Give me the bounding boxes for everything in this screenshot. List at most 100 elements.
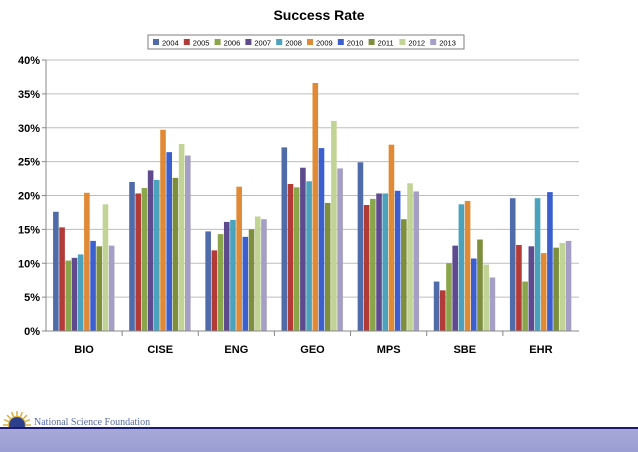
y-tick-label: 30% (18, 123, 40, 135)
bar-ehr-2011 (553, 247, 559, 331)
bar-eng-2007 (223, 221, 230, 331)
bar-geo-2008 (306, 181, 312, 331)
legend-swatch (368, 39, 375, 45)
bar-eng-2010 (242, 236, 249, 331)
organization-name: National Science Foundation (34, 417, 151, 428)
legend-label: 2009 (316, 39, 333, 48)
bar-sbe-2013 (489, 277, 496, 331)
bar-sbe-2009 (464, 200, 471, 331)
y-tick-label: 40% (18, 55, 40, 67)
bar-bio-2005 (59, 227, 65, 331)
bar-cise-2006 (141, 188, 148, 331)
legend-label: 2006 (224, 39, 241, 48)
legend-label: 2008 (285, 39, 302, 48)
bar-cise-2004 (129, 181, 135, 331)
legend-label: 2004 (162, 39, 179, 48)
bar-bio-2012 (102, 204, 109, 331)
bar-mps-2006 (370, 198, 376, 331)
bar-bio-2009 (84, 192, 90, 331)
bar-cise-2007 (147, 170, 154, 331)
y-tick-label: 5% (24, 292, 40, 304)
legend-swatch (430, 39, 437, 45)
bar-cise-2009 (160, 129, 166, 331)
legend-label: 2007 (254, 39, 271, 48)
bar-bio-2011 (96, 246, 103, 331)
x-category-label: CISE (147, 344, 173, 356)
bar-ehr-2013 (565, 240, 572, 331)
bar-bio-2010 (90, 240, 96, 331)
bar-cise-2013 (185, 155, 191, 331)
bar-sbe-2012 (483, 264, 489, 331)
bar-eng-2005 (211, 250, 218, 331)
y-tick-label: 20% (18, 191, 40, 203)
bar-mps-2013 (413, 191, 420, 331)
bar-sbe-2004 (433, 281, 440, 331)
legend-swatch (245, 39, 252, 45)
bar-sbe-2007 (452, 245, 458, 331)
bar-geo-2005 (287, 183, 294, 331)
legend-label: 2013 (439, 39, 456, 48)
bar-ehr-2008 (534, 198, 541, 331)
x-category-label: SBE (453, 344, 476, 356)
legend-label: 2005 (193, 39, 210, 48)
bar-mps-2008 (382, 193, 389, 331)
bar-geo-2011 (324, 202, 331, 331)
bar-sbe-2010 (470, 258, 477, 331)
bar-series (53, 83, 572, 331)
bar-geo-2004 (281, 147, 288, 331)
bar-cise-2010 (166, 152, 173, 331)
bar-ehr-2006 (522, 281, 528, 331)
success-rate-chart: Success Rate 2004 2005 2006 2007 2008 2009 201… (18, 7, 579, 356)
bar-eng-2013 (261, 219, 267, 331)
legend-swatch (276, 39, 283, 45)
y-tick-label: 0% (24, 326, 40, 338)
bar-ehr-2012 (559, 242, 566, 331)
bar-bio-2006 (65, 260, 72, 331)
bar-mps-2005 (363, 204, 370, 331)
bar-ehr-2009 (540, 253, 547, 331)
y-tick-label: 25% (18, 157, 40, 169)
legend-swatch (337, 39, 344, 45)
bar-mps-2009 (388, 144, 395, 331)
chart-title: Success Rate (273, 7, 364, 23)
chart-legend: 2004 2005 2006 2007 2008 2009 2010 2011 2012 2013 (147, 34, 465, 50)
bar-bio-2007 (71, 257, 78, 331)
bar-bio-2013 (108, 245, 115, 331)
bar-geo-2007 (300, 167, 306, 331)
x-category-label: GEO (300, 344, 325, 356)
legend-label: 2012 (408, 39, 425, 48)
bar-bio-2008 (77, 254, 84, 331)
y-tick-label: 35% (18, 89, 40, 101)
bar-eng-2006 (217, 234, 224, 331)
bar-cise-2012 (178, 144, 185, 331)
bar-ehr-2004 (509, 198, 516, 331)
y-tick-label: 10% (18, 258, 40, 270)
bar-eng-2009 (236, 186, 242, 331)
legend-label: 2010 (347, 39, 364, 48)
y-axis-ticks: 0% 5% 10% 15% 20% 25% 30% 35% 40% (18, 55, 46, 338)
bar-mps-2004 (357, 162, 364, 331)
bar-geo-2013 (337, 168, 343, 331)
bar-eng-2004 (205, 231, 211, 331)
bar-sbe-2011 (477, 239, 483, 331)
bar-geo-2006 (293, 187, 300, 331)
bar-bio-2004 (53, 211, 59, 331)
bar-eng-2008 (230, 219, 236, 331)
bar-mps-2011 (401, 219, 407, 331)
x-axis-ticks: BIO CISE ENG GEO MPS SBE EHR (74, 331, 553, 356)
legend-swatch (214, 39, 221, 45)
bar-ehr-2007 (528, 246, 535, 331)
bar-mps-2012 (407, 183, 413, 331)
bar-cise-2008 (154, 179, 160, 331)
x-category-label: EHR (529, 344, 552, 356)
bar-sbe-2005 (439, 290, 446, 331)
bar-cise-2011 (172, 177, 179, 331)
bar-mps-2010 (394, 190, 401, 331)
bar-eng-2012 (254, 216, 261, 331)
x-category-label: MPS (377, 344, 401, 356)
y-tick-label: 15% (18, 224, 40, 236)
footer-bar (0, 427, 638, 452)
bar-geo-2010 (318, 148, 325, 331)
x-category-label: ENG (224, 344, 248, 356)
legend-swatch (399, 39, 406, 45)
